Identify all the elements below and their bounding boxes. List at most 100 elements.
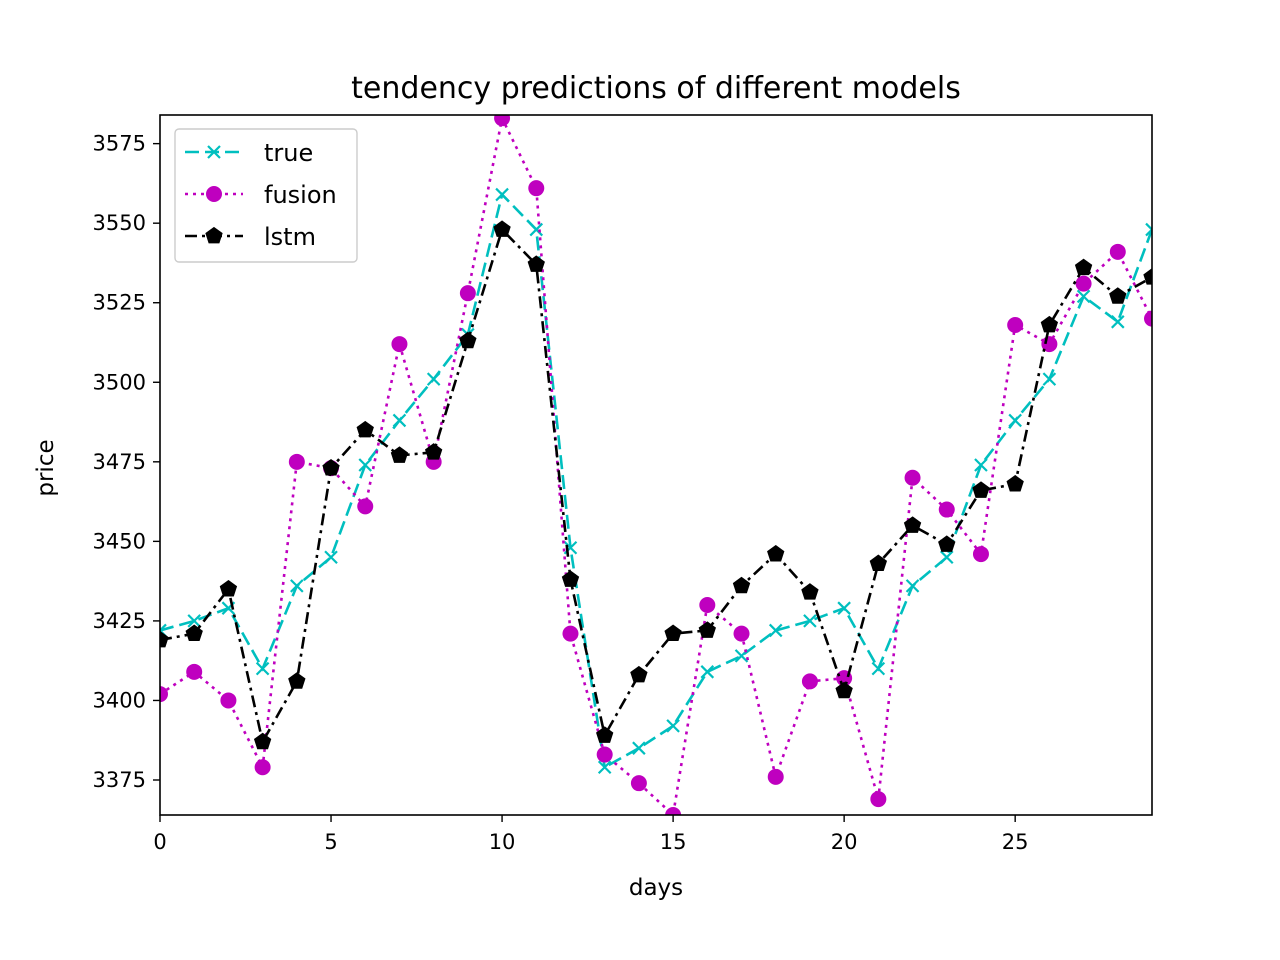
data-point-true bbox=[803, 614, 817, 628]
data-point-true bbox=[358, 458, 373, 472]
y-axis-label: price bbox=[33, 439, 59, 496]
data-point-lstm bbox=[938, 535, 956, 552]
data-point-true bbox=[187, 614, 201, 628]
data-point-true bbox=[871, 661, 886, 676]
y-tick-label: 3575 bbox=[93, 132, 146, 156]
y-tick-label: 3475 bbox=[93, 450, 146, 474]
data-point-true bbox=[426, 372, 441, 386]
legend-label-fusion: fusion bbox=[264, 181, 337, 209]
data-point-lstm bbox=[459, 331, 477, 349]
data-point-true bbox=[529, 222, 544, 237]
data-point-fusion bbox=[1007, 317, 1024, 333]
series-line-true bbox=[160, 191, 1152, 770]
data-point-fusion bbox=[391, 336, 408, 353]
data-point-lstm bbox=[561, 570, 580, 587]
legend-marker-fusion bbox=[206, 186, 222, 202]
data-point-true bbox=[392, 413, 407, 428]
x-axis-label: days bbox=[629, 875, 683, 901]
data-point-fusion bbox=[528, 180, 545, 197]
data-point-true bbox=[700, 665, 715, 679]
data-point-lstm bbox=[1006, 474, 1024, 492]
data-point-lstm bbox=[835, 681, 853, 699]
chart-title: tendency predictions of different models bbox=[351, 71, 961, 106]
data-point-fusion bbox=[801, 673, 818, 690]
y-tick-label: 3425 bbox=[93, 609, 146, 633]
data-point-fusion bbox=[665, 807, 682, 815]
legend: true fusion lstm bbox=[174, 128, 358, 263]
data-point-true bbox=[1145, 222, 1152, 237]
data-point-true bbox=[597, 760, 612, 775]
legend-marker-lstm bbox=[205, 226, 223, 244]
data-point-fusion bbox=[220, 692, 237, 709]
data-point-fusion bbox=[357, 498, 374, 515]
data-point-lstm bbox=[424, 443, 443, 460]
data-point-true bbox=[905, 579, 920, 593]
data-point-fusion bbox=[938, 501, 955, 518]
data-point-lstm bbox=[1109, 287, 1127, 304]
data-point-true bbox=[974, 458, 988, 472]
data-point-true bbox=[1008, 413, 1022, 428]
series-line-lstm bbox=[160, 227, 1152, 746]
x-tick-label: 5 bbox=[324, 830, 337, 854]
x-tick-label: 0 bbox=[153, 830, 166, 854]
legend-entry-lstm: lstm bbox=[185, 223, 316, 251]
data-point-lstm bbox=[596, 726, 614, 743]
data-point-true bbox=[290, 579, 304, 593]
y-tick-label: 3375 bbox=[93, 768, 146, 792]
data-point-fusion bbox=[1144, 310, 1152, 327]
data-point-fusion bbox=[630, 775, 647, 792]
data-point-lstm bbox=[972, 481, 990, 498]
data-point-true bbox=[939, 550, 954, 565]
data-point-true bbox=[666, 719, 680, 733]
data-point-fusion bbox=[494, 115, 511, 127]
y-tick-label: 3525 bbox=[93, 291, 146, 315]
data-point-fusion bbox=[767, 768, 784, 785]
data-point-lstm bbox=[160, 630, 169, 648]
data-point-fusion bbox=[1075, 275, 1092, 292]
legend-label-lstm: lstm bbox=[264, 223, 316, 251]
data-point-lstm bbox=[219, 579, 238, 597]
data-point-lstm bbox=[801, 583, 819, 600]
data-point-fusion bbox=[904, 469, 921, 486]
data-point-fusion bbox=[288, 453, 305, 470]
data-point-lstm bbox=[527, 255, 545, 272]
data-point-fusion bbox=[1109, 243, 1126, 260]
data-point-fusion bbox=[254, 759, 271, 776]
data-point-fusion bbox=[972, 546, 989, 563]
data-point-fusion bbox=[596, 746, 613, 763]
data-point-lstm bbox=[732, 576, 751, 594]
legend-entry-true: true bbox=[185, 139, 313, 167]
x-tick-label: 10 bbox=[489, 830, 516, 854]
data-point-true bbox=[324, 550, 338, 565]
data-point-true bbox=[1042, 372, 1057, 386]
y-tick-label: 3450 bbox=[93, 529, 146, 553]
legend-label-true: true bbox=[264, 139, 313, 167]
data-point-true bbox=[837, 601, 851, 615]
axes-frame bbox=[159, 114, 1153, 816]
legend-box bbox=[174, 128, 358, 263]
series-group bbox=[160, 115, 1152, 815]
legend-marker-true bbox=[207, 145, 221, 159]
data-point-lstm bbox=[1040, 315, 1059, 333]
data-point-lstm bbox=[869, 554, 888, 572]
x-tick-label: 15 bbox=[660, 830, 687, 854]
x-tick-label: 20 bbox=[831, 830, 858, 854]
data-point-lstm bbox=[288, 672, 306, 689]
data-point-lstm bbox=[767, 544, 785, 562]
data-point-lstm bbox=[1074, 258, 1093, 276]
data-point-true bbox=[1076, 289, 1091, 304]
data-point-lstm bbox=[390, 446, 409, 463]
data-point-lstm bbox=[322, 459, 340, 476]
data-point-lstm bbox=[698, 621, 716, 638]
data-point-true bbox=[768, 623, 783, 638]
data-point-lstm bbox=[903, 516, 922, 533]
data-point-lstm bbox=[493, 220, 511, 237]
data-point-fusion bbox=[186, 663, 203, 680]
data-point-fusion bbox=[459, 285, 476, 302]
data-point-lstm bbox=[356, 420, 374, 438]
data-point-lstm bbox=[253, 732, 272, 750]
x-tick-label: 25 bbox=[1002, 830, 1029, 854]
data-point-lstm bbox=[664, 624, 682, 642]
legend-entry-fusion: fusion bbox=[185, 181, 337, 209]
